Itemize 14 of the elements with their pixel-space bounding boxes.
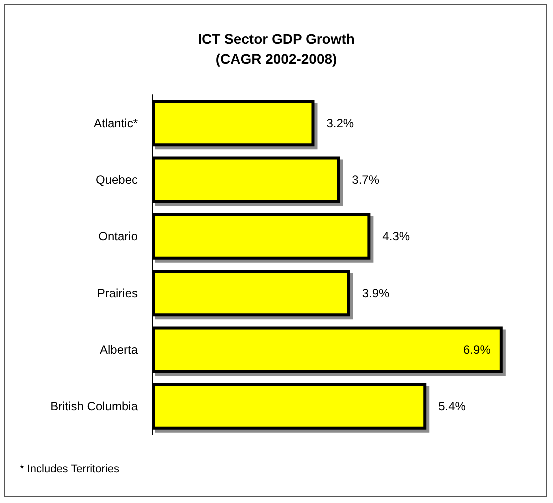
data-label: 4.3% [382, 230, 410, 244]
data-label: 6.9% [464, 343, 492, 357]
data-label: 5.4% [438, 400, 466, 414]
y-tick-label: Prairies [97, 286, 138, 300]
data-label: 3.2% [326, 116, 354, 130]
y-tick-label: Quebec [96, 173, 138, 187]
y-tick-label: Alberta [100, 343, 138, 357]
chart-title: ICT Sector GDP Growth (CAGR 2002-2008) [198, 31, 355, 67]
data-label: 3.9% [362, 286, 390, 300]
y-tick-label: Ontario [98, 230, 138, 244]
data-label: 3.7% [352, 173, 380, 187]
y-tick-label: British Columbia [50, 400, 138, 414]
text: * Includes Territories [20, 464, 120, 476]
y-tick-label: Atlantic* [94, 116, 138, 130]
